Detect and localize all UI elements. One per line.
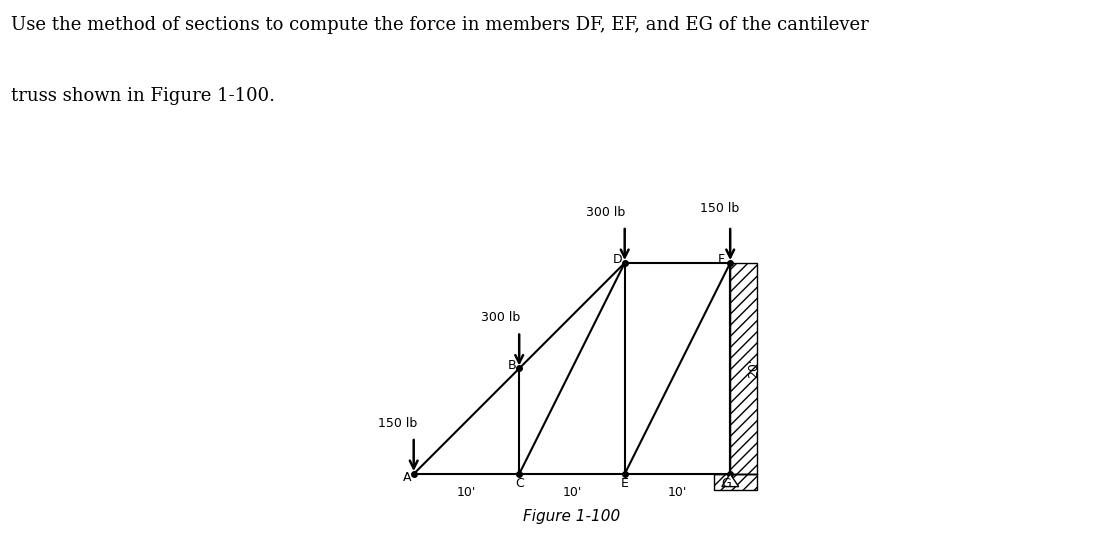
Text: Use the method of sections to compute the force in members DF, EF, and EG of the: Use the method of sections to compute th… [11, 16, 869, 34]
Text: D: D [613, 253, 622, 266]
Text: 20': 20' [747, 359, 760, 378]
Bar [730, 263, 757, 474]
Text: 10': 10' [456, 487, 476, 500]
Text: F: F [718, 253, 726, 266]
Text: truss shown in Figure 1-100.: truss shown in Figure 1-100. [11, 87, 275, 105]
Text: B: B [507, 359, 516, 372]
Bar [715, 474, 757, 490]
Text: 10': 10' [562, 487, 582, 500]
Text: C: C [515, 477, 524, 490]
Text: G: G [721, 477, 731, 490]
Polygon shape [721, 474, 739, 487]
Text: A: A [403, 471, 411, 484]
Text: 150 lb: 150 lb [378, 416, 418, 430]
Text: E: E [620, 477, 628, 490]
Text: 300 lb: 300 lb [586, 206, 625, 219]
Text: 300 lb: 300 lb [481, 311, 520, 324]
Text: Figure 1-100: Figure 1-100 [523, 509, 620, 523]
Text: 10': 10' [668, 487, 687, 500]
Text: 150 lb: 150 lb [700, 203, 739, 216]
